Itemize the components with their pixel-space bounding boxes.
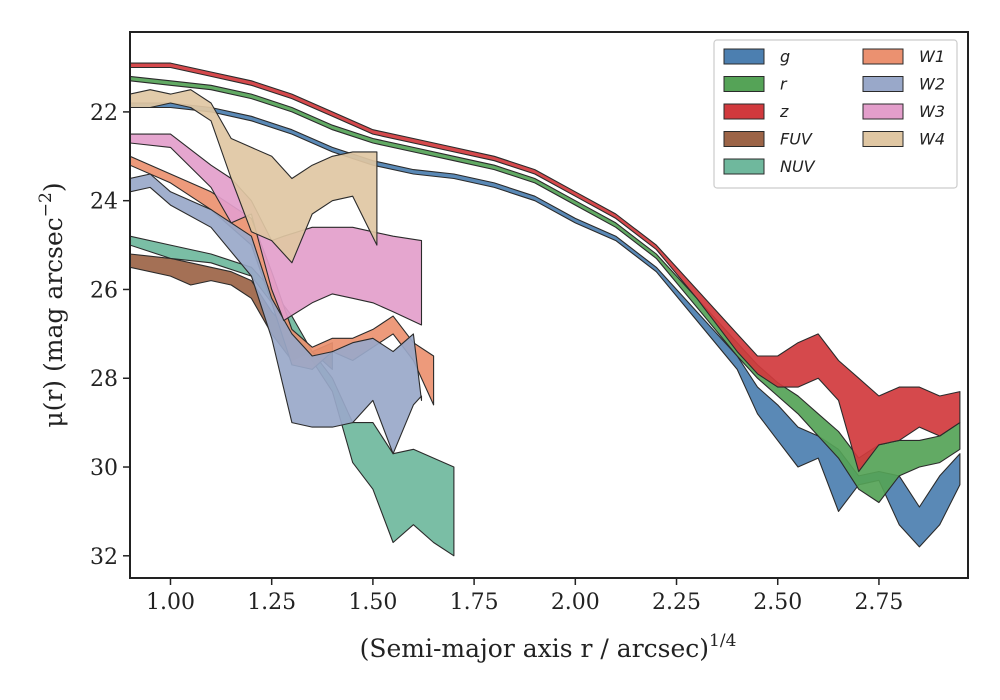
legend-label-nuv: NUV	[780, 157, 816, 176]
legend-swatch-w4	[862, 131, 904, 147]
series-layer	[130, 62, 961, 557]
legend-swatch-r	[723, 76, 765, 92]
x-axis-title: (Semi-major axis r / arcsec)1/4	[360, 631, 737, 663]
x-tick-label: 1.25	[247, 590, 296, 615]
x-tick-label: 2.25	[652, 590, 701, 615]
x-tick-label: 1.50	[348, 590, 397, 615]
legend-swatch-nuv	[723, 158, 765, 175]
legend-label-z: z	[779, 102, 789, 121]
legend-swatch-w1	[862, 48, 904, 65]
legend-label-w1: W1	[919, 47, 945, 66]
legend-label-w2: W2	[919, 75, 945, 94]
x-axis-title-text: (Semi-major axis r / arcsec)	[360, 634, 709, 663]
legend-label-g: g	[780, 47, 790, 66]
y-axis-title-text: μ(r) (mag arcsec	[39, 217, 68, 427]
series-band-w2	[130, 173, 423, 455]
series-band-w4	[130, 89, 378, 264]
legend-swatch-w3	[862, 103, 904, 120]
x-tick-label: 1.00	[146, 590, 195, 615]
y-tick-label: 28	[90, 367, 118, 392]
legend-swatch-g	[723, 48, 765, 65]
x-axis: 1.00 1.25 1.50 1.75 2.00 2.25 2.50 2.75	[146, 578, 903, 615]
y-axis-title: μ(r) (mag arcsec−2)	[36, 182, 68, 427]
y-tick-label: 30	[90, 456, 118, 481]
y-tick-label: 22	[90, 101, 118, 126]
legend-swatch-fuv	[723, 131, 765, 147]
y-axis-title-exponent: −2	[36, 192, 56, 217]
legend-label-w4: W4	[919, 130, 945, 149]
series-band-g	[130, 102, 961, 548]
y-tick-label: 32	[90, 545, 118, 570]
x-tick-label: 1.75	[450, 590, 499, 615]
y-axis-title-suffix: )	[39, 182, 68, 192]
legend-swatch-z	[723, 103, 765, 120]
x-tick-label: 2.75	[854, 590, 903, 615]
plot-frame	[129, 31, 969, 579]
x-tick-label: 2.50	[753, 590, 802, 615]
series-band-r	[130, 75, 961, 504]
y-tick-label: 24	[90, 190, 118, 215]
y-tick-label: 26	[90, 278, 118, 303]
legend-label-fuv: FUV	[780, 130, 813, 149]
legend: grz FUV NUV W1 W2 W3 W4	[713, 39, 958, 189]
legend-swatch-w2	[862, 76, 904, 92]
x-axis-title-exponent: 1/4	[709, 631, 736, 651]
legend-label-w3: W3	[919, 102, 945, 121]
legend-label-r: r	[780, 75, 788, 94]
y-axis: 22 24 26 28 30 32	[90, 101, 130, 570]
legend-items: grz FUV NUV W1 W2 W3 W4	[723, 47, 945, 176]
series-band-z	[130, 62, 961, 473]
x-tick-label: 2.00	[551, 590, 600, 615]
